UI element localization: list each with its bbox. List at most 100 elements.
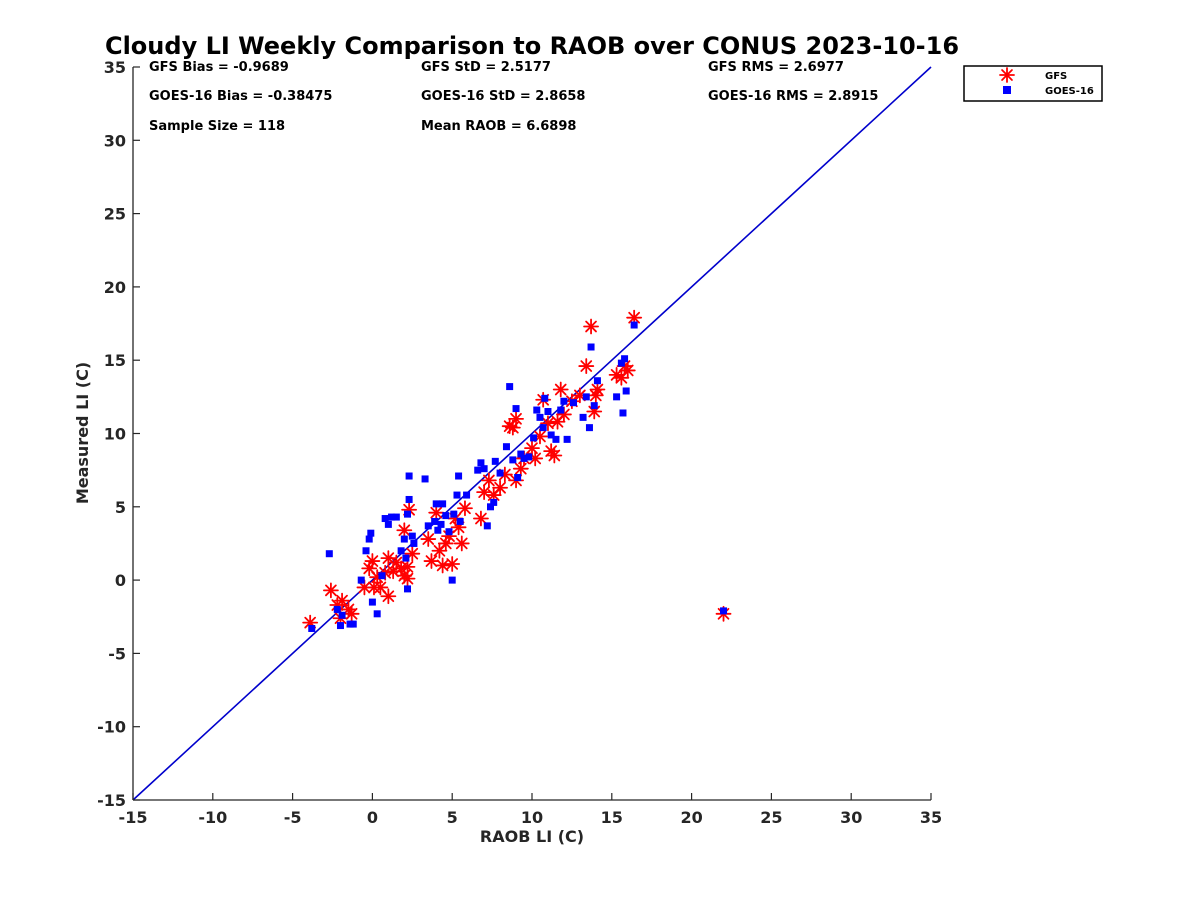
gfs-point bbox=[323, 582, 339, 599]
x-tick-label: 35 bbox=[920, 808, 942, 827]
goes16-point bbox=[619, 409, 627, 417]
goes16-point bbox=[368, 598, 376, 606]
goes16-point bbox=[613, 393, 621, 401]
x-tick-label: 5 bbox=[447, 808, 458, 827]
goes16-point bbox=[483, 522, 491, 530]
goes16-point bbox=[357, 576, 365, 584]
gfs-point bbox=[453, 535, 470, 552]
x-tick-label: -10 bbox=[198, 808, 227, 827]
goes16-point bbox=[378, 572, 386, 580]
goes16-point bbox=[490, 498, 498, 506]
stat-mean-raob: Mean RAOB = 6.6898 bbox=[421, 119, 576, 134]
goes16-point bbox=[720, 607, 728, 615]
y-tick-label: 5 bbox=[115, 498, 126, 517]
goes16-point bbox=[308, 624, 316, 632]
gfs-point bbox=[583, 318, 599, 335]
gfs-point bbox=[437, 535, 454, 552]
gfs-point bbox=[476, 484, 493, 501]
legend-gfs-label: GFS bbox=[1045, 71, 1067, 82]
gfs-point bbox=[343, 605, 360, 622]
goes16-point bbox=[590, 402, 598, 410]
goes16-point bbox=[437, 520, 445, 528]
goes16-point bbox=[630, 321, 638, 329]
goes16-point bbox=[517, 450, 525, 458]
gfs-point bbox=[481, 472, 497, 489]
goes16-point bbox=[502, 443, 510, 451]
goes16-series bbox=[308, 321, 728, 632]
gfs-point bbox=[524, 440, 540, 457]
gfs-point bbox=[473, 510, 489, 527]
goes16-point bbox=[439, 500, 447, 508]
goes16-point bbox=[496, 469, 504, 477]
goes16-point bbox=[622, 387, 630, 395]
gfs-point bbox=[578, 358, 595, 374]
gfs-point bbox=[512, 460, 529, 477]
goes16-point bbox=[541, 394, 549, 402]
goes16-point bbox=[408, 532, 416, 540]
goes16-point bbox=[617, 359, 625, 367]
goes16-point bbox=[442, 512, 450, 520]
x-tick-label: 20 bbox=[680, 808, 702, 827]
legend-box bbox=[963, 65, 1103, 102]
goes16-point bbox=[582, 393, 590, 401]
x-tick-label: 0 bbox=[367, 808, 378, 827]
y-tick-label: 0 bbox=[115, 571, 126, 590]
goes16-point bbox=[336, 622, 344, 630]
gfs-point bbox=[434, 557, 451, 574]
x-tick-label: -5 bbox=[284, 808, 302, 827]
legend-goes16-label: GOES-16 bbox=[1045, 86, 1094, 97]
y-axis-label: Measured LI (C) bbox=[73, 362, 92, 504]
goes16-point bbox=[388, 513, 396, 521]
goes16-point bbox=[585, 424, 593, 432]
gfs-point bbox=[420, 531, 437, 547]
goes16-point bbox=[424, 522, 432, 530]
goes16-point bbox=[400, 535, 408, 543]
goes16-point bbox=[431, 517, 439, 525]
goes16-point bbox=[325, 550, 333, 558]
goes16-point bbox=[463, 491, 471, 499]
goes16-point bbox=[536, 413, 544, 421]
goes16-point bbox=[569, 399, 577, 407]
y-tick-label: 20 bbox=[104, 278, 126, 297]
stat-goes-rms: GOES-16 RMS = 2.8915 bbox=[708, 89, 878, 104]
y-tick-label: -15 bbox=[97, 791, 126, 810]
goes16-point bbox=[404, 585, 412, 593]
gfs-point bbox=[626, 309, 643, 326]
goes16-point bbox=[560, 397, 568, 405]
goes16-point bbox=[480, 465, 488, 473]
goes16-point bbox=[547, 431, 555, 439]
goes16-point bbox=[392, 513, 400, 521]
goes16-point bbox=[421, 475, 429, 483]
goes16-point bbox=[512, 405, 520, 413]
x-axis-ticks: -15 -10 -5 0 5 10 15 20 25 30 35 bbox=[119, 793, 942, 827]
y-tick-label: 15 bbox=[104, 351, 126, 370]
goes16-point bbox=[552, 435, 560, 443]
goes16-point bbox=[557, 406, 565, 414]
goes16-point bbox=[593, 377, 601, 385]
gfs-point bbox=[492, 479, 508, 496]
y-tick-label: 30 bbox=[104, 131, 126, 150]
goes16-point bbox=[514, 473, 522, 481]
goes16-point bbox=[579, 413, 587, 421]
y-tick-label: -5 bbox=[108, 644, 126, 663]
gfs-point bbox=[546, 447, 563, 464]
x-tick-label: 25 bbox=[760, 808, 782, 827]
goes16-point bbox=[367, 529, 375, 537]
goes16-point bbox=[410, 539, 418, 547]
one-to-one-reference-line bbox=[132, 66, 932, 801]
goes16-point bbox=[402, 554, 410, 562]
goes16-point bbox=[338, 611, 346, 619]
goes16-point bbox=[491, 457, 499, 465]
goes16-point bbox=[333, 605, 341, 613]
gfs-point bbox=[334, 592, 350, 609]
goes16-point bbox=[384, 520, 392, 528]
y-tick-label: 10 bbox=[104, 425, 126, 444]
goes16-point bbox=[533, 406, 541, 414]
goes16-point bbox=[445, 528, 453, 536]
y-axis-ticks: -15 -10 -5 0 5 10 15 20 25 30 35 bbox=[97, 58, 140, 810]
goes16-point bbox=[349, 620, 357, 628]
y-tick-label: -10 bbox=[97, 718, 126, 737]
stat-gfs-rms: GFS RMS = 2.6977 bbox=[708, 60, 844, 75]
gfs-point bbox=[396, 522, 413, 539]
